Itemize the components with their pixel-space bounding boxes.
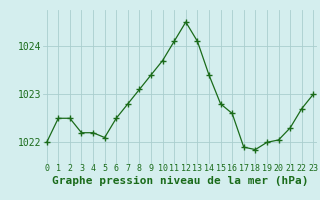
X-axis label: Graphe pression niveau de la mer (hPa): Graphe pression niveau de la mer (hPa) (52, 176, 308, 186)
